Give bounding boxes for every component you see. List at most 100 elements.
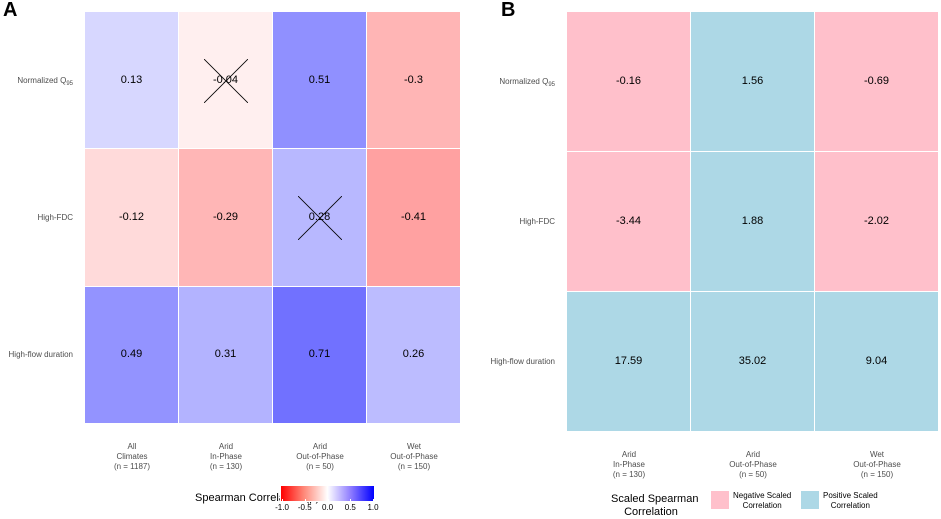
column-label-line: Climates xyxy=(116,452,148,461)
heatmap-cell: 0.51 xyxy=(273,12,367,150)
cell-value-label: -0.29 xyxy=(212,210,239,223)
legend-b-label-line: Correlation xyxy=(742,501,782,510)
heatmap-cell: 1.88 xyxy=(691,152,815,292)
heatmap-cell: -0.12 xyxy=(85,149,179,287)
legend-a-tick-label: 1.0 xyxy=(367,503,379,512)
legend-b-label-line: Positive Scaled xyxy=(823,491,878,500)
legend-b-positive-swatch xyxy=(801,491,819,509)
legend-b-title-line-1: Scaled Spearman xyxy=(611,493,699,505)
cell-value-label: -0.16 xyxy=(615,75,642,87)
column-label-line: All xyxy=(127,442,137,451)
heatmap-cell: 0.13 xyxy=(85,12,179,150)
column-label-line: (n = 1187) xyxy=(113,462,151,471)
cell-value-label: -0.41 xyxy=(400,210,427,223)
legend-a-tick-mark xyxy=(304,499,306,502)
cell-value-label: -0.12 xyxy=(118,210,145,223)
cell-value-label: -0.04 xyxy=(212,73,239,86)
column-label-line: Wet xyxy=(406,442,422,451)
cell-value-label: -0.3 xyxy=(404,73,423,86)
cell-value-label: 9.04 xyxy=(865,355,888,367)
column-label-line: Arid xyxy=(218,442,234,451)
row-label-3: High-flow duration xyxy=(491,358,555,366)
cell-value-label: 35.02 xyxy=(738,355,767,367)
legend-b-negative-swatch xyxy=(711,491,729,509)
legend-a-tick-mark xyxy=(373,499,374,502)
row-label-text: Normalized Q xyxy=(499,77,549,86)
column-label-line: (n = 50) xyxy=(306,462,334,471)
column-label-line: Arid xyxy=(621,450,637,459)
column-label-2: Arid Out-of-Phase (n = 50) xyxy=(691,450,815,480)
row-label-2: High-FDC xyxy=(37,214,73,222)
legend-a-tick-mark xyxy=(350,499,352,502)
heatmap-cell: 0.71 xyxy=(273,286,367,424)
panel-label-b: B xyxy=(501,0,516,21)
row-label-2: High-FDC xyxy=(519,218,555,226)
column-label-line: Out-of-Phase xyxy=(390,452,438,461)
legend-a-tick-mark xyxy=(282,499,283,502)
row-label-text: High-flow duration xyxy=(8,350,73,360)
row-label-subscript: 95 xyxy=(66,80,73,87)
legend-b-title-line-2: Correlation xyxy=(624,506,678,518)
column-label-line: (n = 150) xyxy=(860,470,894,479)
legend-b-negative-label: Negative Scaled Correlation xyxy=(733,491,791,511)
cell-value-label: 1.56 xyxy=(741,75,764,87)
column-label-line: Out-of-Phase xyxy=(853,460,901,469)
cell-value-label: -3.44 xyxy=(615,215,642,227)
heatmap-cell: 0.49 xyxy=(85,286,179,424)
column-label-line: (n = 130) xyxy=(209,462,243,471)
heatmap-cell: 0.26 xyxy=(367,286,461,424)
cell-value-label: 0.28 xyxy=(308,210,331,223)
legend-a-tick-label: -0.5 xyxy=(297,503,312,512)
column-label-line: (n = 50) xyxy=(739,470,767,479)
legend-a-tick-label: 0.0 xyxy=(321,503,334,512)
column-label-line: Arid xyxy=(745,450,761,459)
panel-label-a: A xyxy=(3,0,18,21)
heatmap-cell: 0.31 xyxy=(179,286,273,424)
column-label-1: All Climates (n = 1187) xyxy=(85,442,179,472)
heatmap-cell: -3.44 xyxy=(567,152,691,292)
cell-value-label: 0.71 xyxy=(308,348,331,361)
heatmap-cell: -0.04 xyxy=(179,12,273,150)
column-label-line: Wet xyxy=(869,450,885,459)
column-label-line: (n = 130) xyxy=(612,470,646,479)
legend-b-title: Scaled Spearman Correlation xyxy=(611,493,699,519)
row-label-1: Normalized Q95 xyxy=(17,76,73,87)
column-label-1: Arid In-Phase (n = 130) xyxy=(567,450,691,480)
cell-value-label: -0.69 xyxy=(863,75,890,87)
row-label-1: Normalized Q95 xyxy=(499,77,555,89)
legend-a-tick-mark xyxy=(327,499,329,502)
column-label-3: Arid Out-of-Phase (n = 50) xyxy=(273,442,367,472)
column-label-3: Wet Out-of-Phase (n = 150) xyxy=(815,450,939,480)
heatmap-cell: 9.04 xyxy=(815,292,939,432)
cell-value-label: 0.13 xyxy=(120,73,143,86)
column-label-line: In-Phase xyxy=(612,460,646,469)
legend-a-tick-label: -1.0 xyxy=(275,503,289,512)
heatmap-cell: 17.59 xyxy=(567,292,691,432)
heatmap-cell: -0.16 xyxy=(567,12,691,152)
heatmap-cell: -0.41 xyxy=(367,149,461,287)
legend-b-positive-label: Positive Scaled Correlation xyxy=(823,491,878,511)
cell-value-label: 0.51 xyxy=(308,73,331,86)
column-label-line: Out-of-Phase xyxy=(296,452,344,461)
legend-a-tick-label: 0.5 xyxy=(344,503,356,512)
heatmap-cell: 35.02 xyxy=(691,292,815,432)
cell-value-label: 0.26 xyxy=(402,348,425,361)
row-label-text: High-flow duration xyxy=(490,357,555,366)
legend-b-label-line: Negative Scaled xyxy=(733,491,792,500)
row-label-subscript: 95 xyxy=(548,82,555,88)
legend-b-label-line: Correlation xyxy=(830,501,870,510)
column-label-line: (n = 150) xyxy=(397,462,431,471)
heatmap-cell: 1.56 xyxy=(691,12,815,152)
cell-value-label: 17.59 xyxy=(614,355,643,367)
heatmap-cell: -2.02 xyxy=(815,152,939,292)
column-label-line: Arid xyxy=(312,442,328,451)
column-label-line: Out-of-Phase xyxy=(729,460,777,469)
column-label-2: Arid In-Phase (n = 130) xyxy=(179,442,273,472)
column-label-line: In-Phase xyxy=(209,452,243,461)
heatmap-cell: -0.3 xyxy=(367,12,461,150)
cell-value-label: 0.49 xyxy=(120,348,143,361)
heatmap-cell: -0.29 xyxy=(179,149,273,287)
heatmap-cell: 0.28 xyxy=(273,149,367,287)
cell-value-label: -2.02 xyxy=(863,215,890,227)
column-label-4: Wet Out-of-Phase (n = 150) xyxy=(367,442,461,472)
